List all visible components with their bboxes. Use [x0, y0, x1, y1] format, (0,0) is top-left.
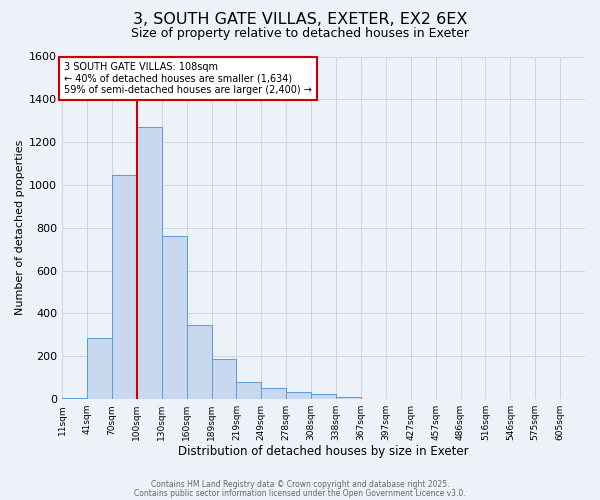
Bar: [137, 127, 162, 399]
Bar: [262, 388, 286, 399]
Bar: [286, 392, 311, 399]
Bar: [162, 236, 187, 399]
Text: Contains public sector information licensed under the Open Government Licence v3: Contains public sector information licen…: [134, 488, 466, 498]
X-axis label: Distribution of detached houses by size in Exeter: Distribution of detached houses by size …: [178, 444, 469, 458]
Bar: [311, 394, 336, 399]
Text: 3 SOUTH GATE VILLAS: 108sqm
← 40% of detached houses are smaller (1,634)
59% of : 3 SOUTH GATE VILLAS: 108sqm ← 40% of det…: [64, 62, 312, 95]
Text: 3, SOUTH GATE VILLAS, EXETER, EX2 6EX: 3, SOUTH GATE VILLAS, EXETER, EX2 6EX: [133, 12, 467, 28]
Text: Contains HM Land Registry data © Crown copyright and database right 2025.: Contains HM Land Registry data © Crown c…: [151, 480, 449, 489]
Bar: [187, 325, 212, 399]
Bar: [236, 382, 262, 399]
Bar: [212, 360, 236, 399]
Text: Size of property relative to detached houses in Exeter: Size of property relative to detached ho…: [131, 28, 469, 40]
Y-axis label: Number of detached properties: Number of detached properties: [15, 140, 25, 316]
Bar: [87, 338, 112, 399]
Bar: [62, 398, 87, 399]
Bar: [112, 176, 137, 399]
Bar: [336, 398, 361, 399]
